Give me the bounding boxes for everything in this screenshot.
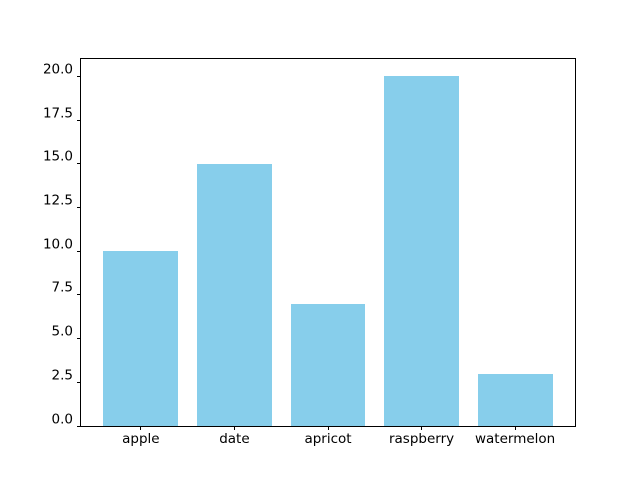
y-tick-mark (77, 163, 81, 165)
y-tick-mark (77, 425, 81, 427)
bar-raspberry (384, 76, 459, 426)
x-tick-mark (327, 426, 329, 430)
y-tick-label: 0.0 (51, 410, 73, 427)
x-tick-label-apple: apple (122, 431, 160, 447)
y-tick-mark (77, 75, 81, 77)
x-tick-label-apricot: apricot (304, 431, 352, 447)
y-tick-mark (77, 207, 81, 209)
y-tick-label: 7.5 (51, 279, 73, 296)
bar-watermelon (477, 373, 553, 426)
x-tick-label-date: date (219, 431, 250, 447)
x-tick-mark (421, 426, 423, 430)
y-tick-label: 17.5 (42, 104, 73, 121)
y-tick-label: 2.5 (51, 367, 73, 384)
x-tick-mark (233, 426, 235, 430)
bar-apricot (290, 303, 366, 426)
y-tick-label: 20.0 (42, 61, 73, 78)
y-tick-mark (77, 250, 81, 252)
y-tick-mark (77, 119, 81, 121)
y-tick-label: 10.0 (42, 236, 73, 252)
y-tick-label: 12.5 (42, 192, 73, 209)
x-tick-mark (140, 426, 142, 430)
bar-date (197, 163, 272, 426)
y-tick-label: 5.0 (51, 323, 73, 340)
plot-area: 0.0 2.5 5.0 7.5 10.0 12.5 15.0 17.5 20.0 apple dat… (43, 58, 576, 446)
x-tick-mark (514, 426, 516, 430)
x-tick-label-raspberry: raspberry (388, 431, 455, 447)
y-tick-mark (77, 338, 81, 340)
bar-apple (103, 251, 179, 426)
y-tick-mark (77, 294, 81, 296)
y-tick-label: 15.0 (42, 148, 73, 165)
y-tick-mark (77, 381, 81, 383)
x-tick-label-watermelon: watermelon (474, 431, 556, 447)
